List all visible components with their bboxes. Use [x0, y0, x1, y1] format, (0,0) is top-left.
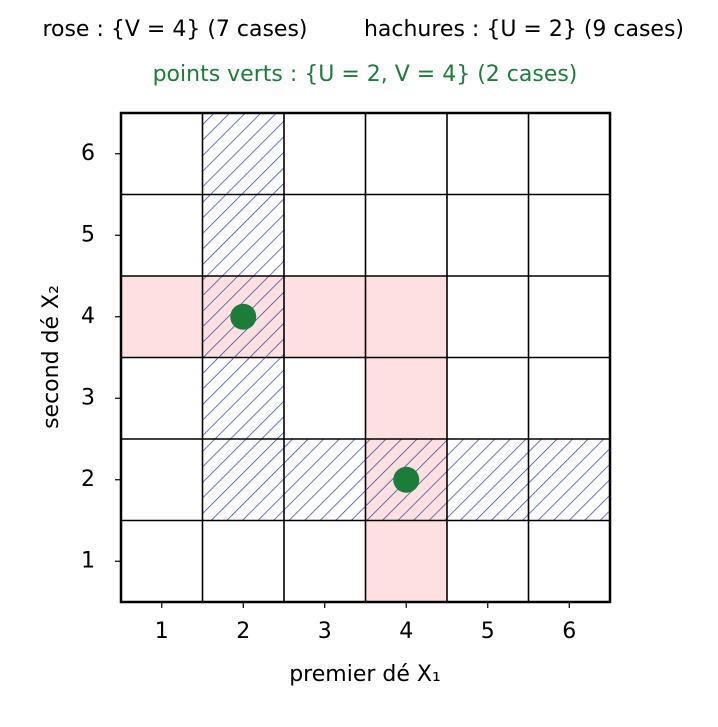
plot-frame	[119, 111, 612, 604]
y-tick-label: 1	[81, 548, 95, 573]
x-tick-label: 4	[399, 619, 413, 644]
pink-cell	[365, 520, 447, 602]
hatched-cell	[447, 439, 529, 521]
x-tick-label: 1	[155, 619, 169, 644]
hatched-cell	[284, 439, 366, 521]
point	[230, 303, 257, 330]
pink-cell	[284, 276, 366, 358]
chart-title: rose : {V = 4} (7 cases)	[42, 17, 307, 42]
x-tick-label: 5	[481, 619, 495, 644]
point	[393, 466, 420, 493]
y-tick-label: 4	[81, 304, 95, 329]
hatched-cell	[202, 357, 284, 439]
y-tick-label: 5	[81, 222, 95, 247]
y-tick-label: 6	[81, 141, 95, 166]
chart-subtitle: points verts : {U = 2, V = 4} (2 cases)	[153, 62, 578, 87]
chart-title: hachures : {U = 2} (9 cases)	[364, 17, 684, 42]
x-tick-label: 2	[236, 619, 250, 644]
hatched-cell	[528, 439, 610, 521]
pink-cell	[365, 276, 447, 358]
hatched-cell	[202, 194, 284, 276]
x-tick-label: 6	[562, 619, 576, 644]
hatched-cell	[202, 113, 284, 195]
y-tick-label: 3	[81, 385, 95, 410]
x-axis-label: premier dé X₁	[289, 662, 441, 687]
x-tick-label: 3	[318, 619, 332, 644]
pink-cell	[365, 357, 447, 439]
y-axis-label: second dé X₂	[39, 285, 64, 429]
hatched-cell	[202, 439, 284, 521]
y-tick-label: 2	[81, 467, 95, 492]
pink-cell	[121, 276, 203, 358]
